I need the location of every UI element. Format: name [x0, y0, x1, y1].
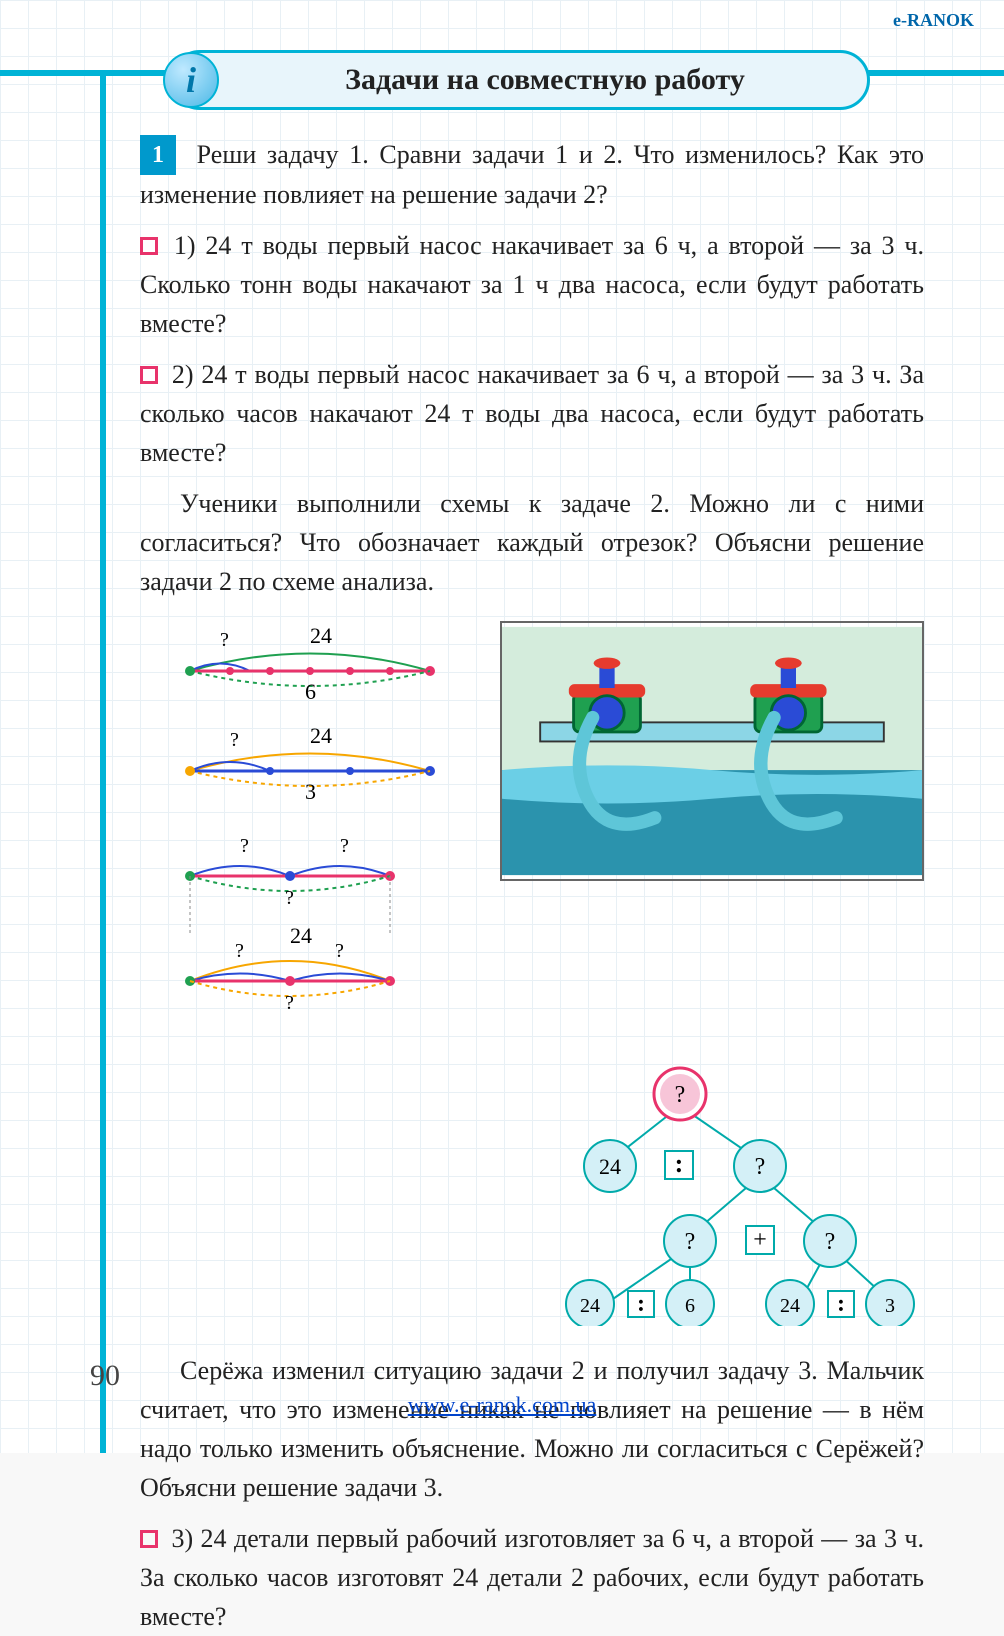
- svg-text:?: ?: [220, 629, 229, 651]
- segment-diagrams: ? 24 6: [140, 621, 460, 1046]
- svg-text::: :: [675, 1149, 684, 1178]
- sub2-text: 2) 24 т воды первый насос накачивает за …: [140, 360, 924, 467]
- red-square-marker: [140, 366, 158, 384]
- svg-text:?: ?: [825, 1229, 836, 1255]
- intro-paragraph: 1 Реши задачу 1. Сравни задачи 1 и 2. Чт…: [140, 135, 924, 214]
- source-url[interactable]: www.e-ranok.com.ua: [408, 1392, 597, 1418]
- subtask-3: 3) 24 детали первый рабочий изготовляет …: [140, 1519, 924, 1636]
- svg-text:6: 6: [305, 679, 316, 704]
- svg-text:?: ?: [685, 1229, 696, 1255]
- svg-text::: :: [637, 1291, 645, 1317]
- info-icon: i: [163, 52, 219, 108]
- svg-text:+: +: [753, 1227, 767, 1253]
- title-text: Задачи на совместную работу: [345, 63, 745, 96]
- serezha-paragraph: Серёжа изменил ситуацию задачи 2 и получ…: [140, 1351, 924, 1507]
- segment-diagrams-svg: ? 24 6: [140, 621, 460, 1041]
- intro-text: Реши задачу 1. Сравни задачи 1 и 2. Что …: [140, 140, 924, 209]
- exercise-number: 1: [140, 135, 176, 175]
- analysis-tree: ? 24 : ? ? + ? 24 :: [460, 1066, 924, 1331]
- svg-text:?: ?: [230, 729, 239, 751]
- svg-text:?: ?: [675, 1082, 686, 1108]
- subtask-1: 1) 24 т воды первый насос накачивает за …: [140, 226, 924, 343]
- svg-text:3: 3: [305, 779, 316, 804]
- svg-text:?: ?: [285, 992, 294, 1014]
- sub3-text: 3) 24 детали первый рабочий изготовляет …: [140, 1524, 924, 1631]
- svg-text:24: 24: [599, 1154, 621, 1179]
- svg-text:?: ?: [755, 1154, 766, 1180]
- svg-text:?: ?: [285, 887, 294, 909]
- svg-text:24: 24: [310, 623, 332, 648]
- svg-text:?: ?: [340, 835, 349, 857]
- sub1-text: 1) 24 т воды первый насос накачивает за …: [140, 231, 924, 338]
- pumps-illustration: [500, 621, 924, 881]
- brand-logo: e-RANOK: [893, 10, 974, 31]
- svg-text:24: 24: [290, 923, 312, 948]
- svg-text:24: 24: [310, 723, 332, 748]
- red-square-marker: [140, 237, 158, 255]
- red-square-marker: [140, 1530, 158, 1548]
- section-title: i Задачи на совместную работу: [170, 50, 870, 110]
- textbook-page: e-RANOK i Задачи на совместную работу 1 …: [0, 0, 1004, 1453]
- mid-paragraph: Ученики выполнили схемы к задаче 2. Можн…: [140, 484, 924, 601]
- left-stripe: [100, 70, 106, 1453]
- svg-text::: :: [837, 1291, 845, 1317]
- subtask-2: 2) 24 т воды первый насос накачивает за …: [140, 355, 924, 472]
- svg-text:6: 6: [685, 1295, 695, 1317]
- svg-text:24: 24: [780, 1295, 800, 1317]
- svg-text:3: 3: [885, 1295, 895, 1317]
- figures-row: ? 24 6: [140, 621, 924, 1046]
- svg-text:?: ?: [235, 940, 244, 962]
- svg-text:?: ?: [240, 835, 249, 857]
- page-number: 90: [90, 1359, 120, 1393]
- svg-text:24: 24: [580, 1295, 600, 1317]
- svg-text:?: ?: [335, 940, 344, 962]
